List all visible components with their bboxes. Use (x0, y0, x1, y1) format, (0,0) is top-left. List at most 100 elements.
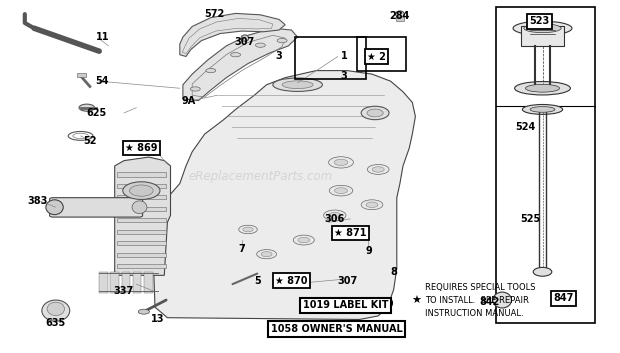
Bar (117, 207, 166, 211)
Bar (117, 241, 166, 245)
Bar (521, 26, 564, 46)
Text: 842: 842 (480, 297, 500, 307)
Polygon shape (115, 157, 171, 275)
Text: 307: 307 (235, 37, 255, 47)
Ellipse shape (324, 210, 346, 221)
Ellipse shape (372, 167, 384, 172)
Bar (122, 272, 130, 293)
Bar (117, 172, 166, 176)
Bar (117, 195, 166, 199)
Ellipse shape (190, 87, 200, 91)
Ellipse shape (334, 159, 348, 166)
Text: 5: 5 (254, 276, 260, 286)
Bar (110, 272, 119, 293)
Text: 572: 572 (204, 9, 224, 19)
Ellipse shape (46, 200, 63, 215)
Ellipse shape (530, 107, 555, 112)
Ellipse shape (261, 252, 272, 257)
Ellipse shape (367, 109, 383, 117)
Ellipse shape (273, 78, 322, 91)
Text: 13: 13 (151, 315, 165, 324)
Ellipse shape (396, 11, 404, 17)
Text: 523: 523 (529, 16, 549, 26)
Text: 524: 524 (516, 122, 536, 132)
Bar (117, 253, 166, 257)
Ellipse shape (132, 201, 147, 214)
Ellipse shape (524, 24, 561, 33)
Ellipse shape (79, 104, 95, 111)
Ellipse shape (277, 38, 287, 43)
Text: 9A: 9A (182, 96, 196, 106)
Ellipse shape (257, 250, 277, 259)
Bar (117, 218, 166, 222)
Ellipse shape (348, 231, 359, 235)
Text: 525: 525 (520, 214, 540, 224)
Bar (99, 272, 108, 293)
Text: 52: 52 (83, 136, 97, 146)
Bar (117, 229, 166, 234)
Bar (496, 7, 595, 323)
Bar (117, 184, 166, 188)
Ellipse shape (282, 81, 313, 89)
Text: ★: ★ (412, 296, 422, 306)
Ellipse shape (47, 302, 64, 316)
Text: 625: 625 (86, 108, 106, 118)
Text: 284: 284 (390, 11, 410, 21)
Text: 10: 10 (381, 299, 394, 309)
Bar (294, 37, 366, 79)
Ellipse shape (343, 228, 363, 238)
Text: 54: 54 (95, 76, 109, 86)
Text: 1019 LABEL KIT: 1019 LABEL KIT (303, 300, 389, 310)
Text: ★ 869: ★ 869 (125, 143, 157, 153)
Bar (133, 272, 141, 293)
Text: 635: 635 (46, 318, 66, 328)
Text: 383: 383 (27, 196, 47, 206)
Ellipse shape (366, 202, 378, 208)
Ellipse shape (123, 182, 160, 199)
Ellipse shape (329, 213, 341, 218)
Ellipse shape (522, 104, 563, 114)
Ellipse shape (130, 185, 153, 196)
Text: eReplacementParts.com: eReplacementParts.com (188, 170, 332, 183)
Ellipse shape (361, 200, 383, 210)
Text: 1058 OWNER'S MANUAL: 1058 OWNER'S MANUAL (271, 324, 402, 334)
Text: 8: 8 (390, 267, 397, 277)
Ellipse shape (533, 268, 552, 276)
Bar (356, 37, 406, 71)
Ellipse shape (361, 106, 389, 120)
Ellipse shape (293, 235, 314, 245)
Ellipse shape (255, 43, 265, 47)
Ellipse shape (329, 157, 353, 168)
Ellipse shape (42, 300, 69, 321)
Text: 3: 3 (276, 52, 282, 61)
Text: ★ 2: ★ 2 (367, 52, 386, 61)
Ellipse shape (493, 292, 512, 308)
Ellipse shape (335, 188, 347, 193)
Text: 307: 307 (337, 276, 357, 286)
Ellipse shape (241, 35, 249, 41)
Ellipse shape (526, 84, 559, 92)
Ellipse shape (298, 237, 309, 243)
Ellipse shape (138, 309, 149, 314)
Bar (77, 73, 86, 77)
Text: 847: 847 (554, 293, 574, 303)
Polygon shape (180, 13, 285, 56)
Ellipse shape (243, 227, 253, 232)
Ellipse shape (206, 68, 216, 73)
Ellipse shape (329, 185, 353, 196)
Polygon shape (152, 71, 415, 319)
Text: ★ 870: ★ 870 (275, 276, 308, 286)
Text: REQUIRES SPECIAL TOOLS
TO INSTALL.  SEE REPAIR
INSTRUCTION MANUAL.: REQUIRES SPECIAL TOOLS TO INSTALL. SEE R… (425, 283, 535, 318)
Text: 337: 337 (114, 286, 134, 296)
FancyBboxPatch shape (50, 198, 143, 217)
Ellipse shape (515, 82, 570, 95)
Bar (144, 272, 153, 293)
Bar (117, 264, 166, 268)
Text: 306: 306 (325, 214, 345, 224)
Text: 11: 11 (95, 32, 109, 42)
Text: 7: 7 (239, 244, 245, 254)
Text: ★ 871: ★ 871 (334, 228, 366, 238)
Text: 1: 1 (341, 52, 347, 61)
Ellipse shape (367, 164, 389, 174)
Polygon shape (183, 28, 298, 101)
